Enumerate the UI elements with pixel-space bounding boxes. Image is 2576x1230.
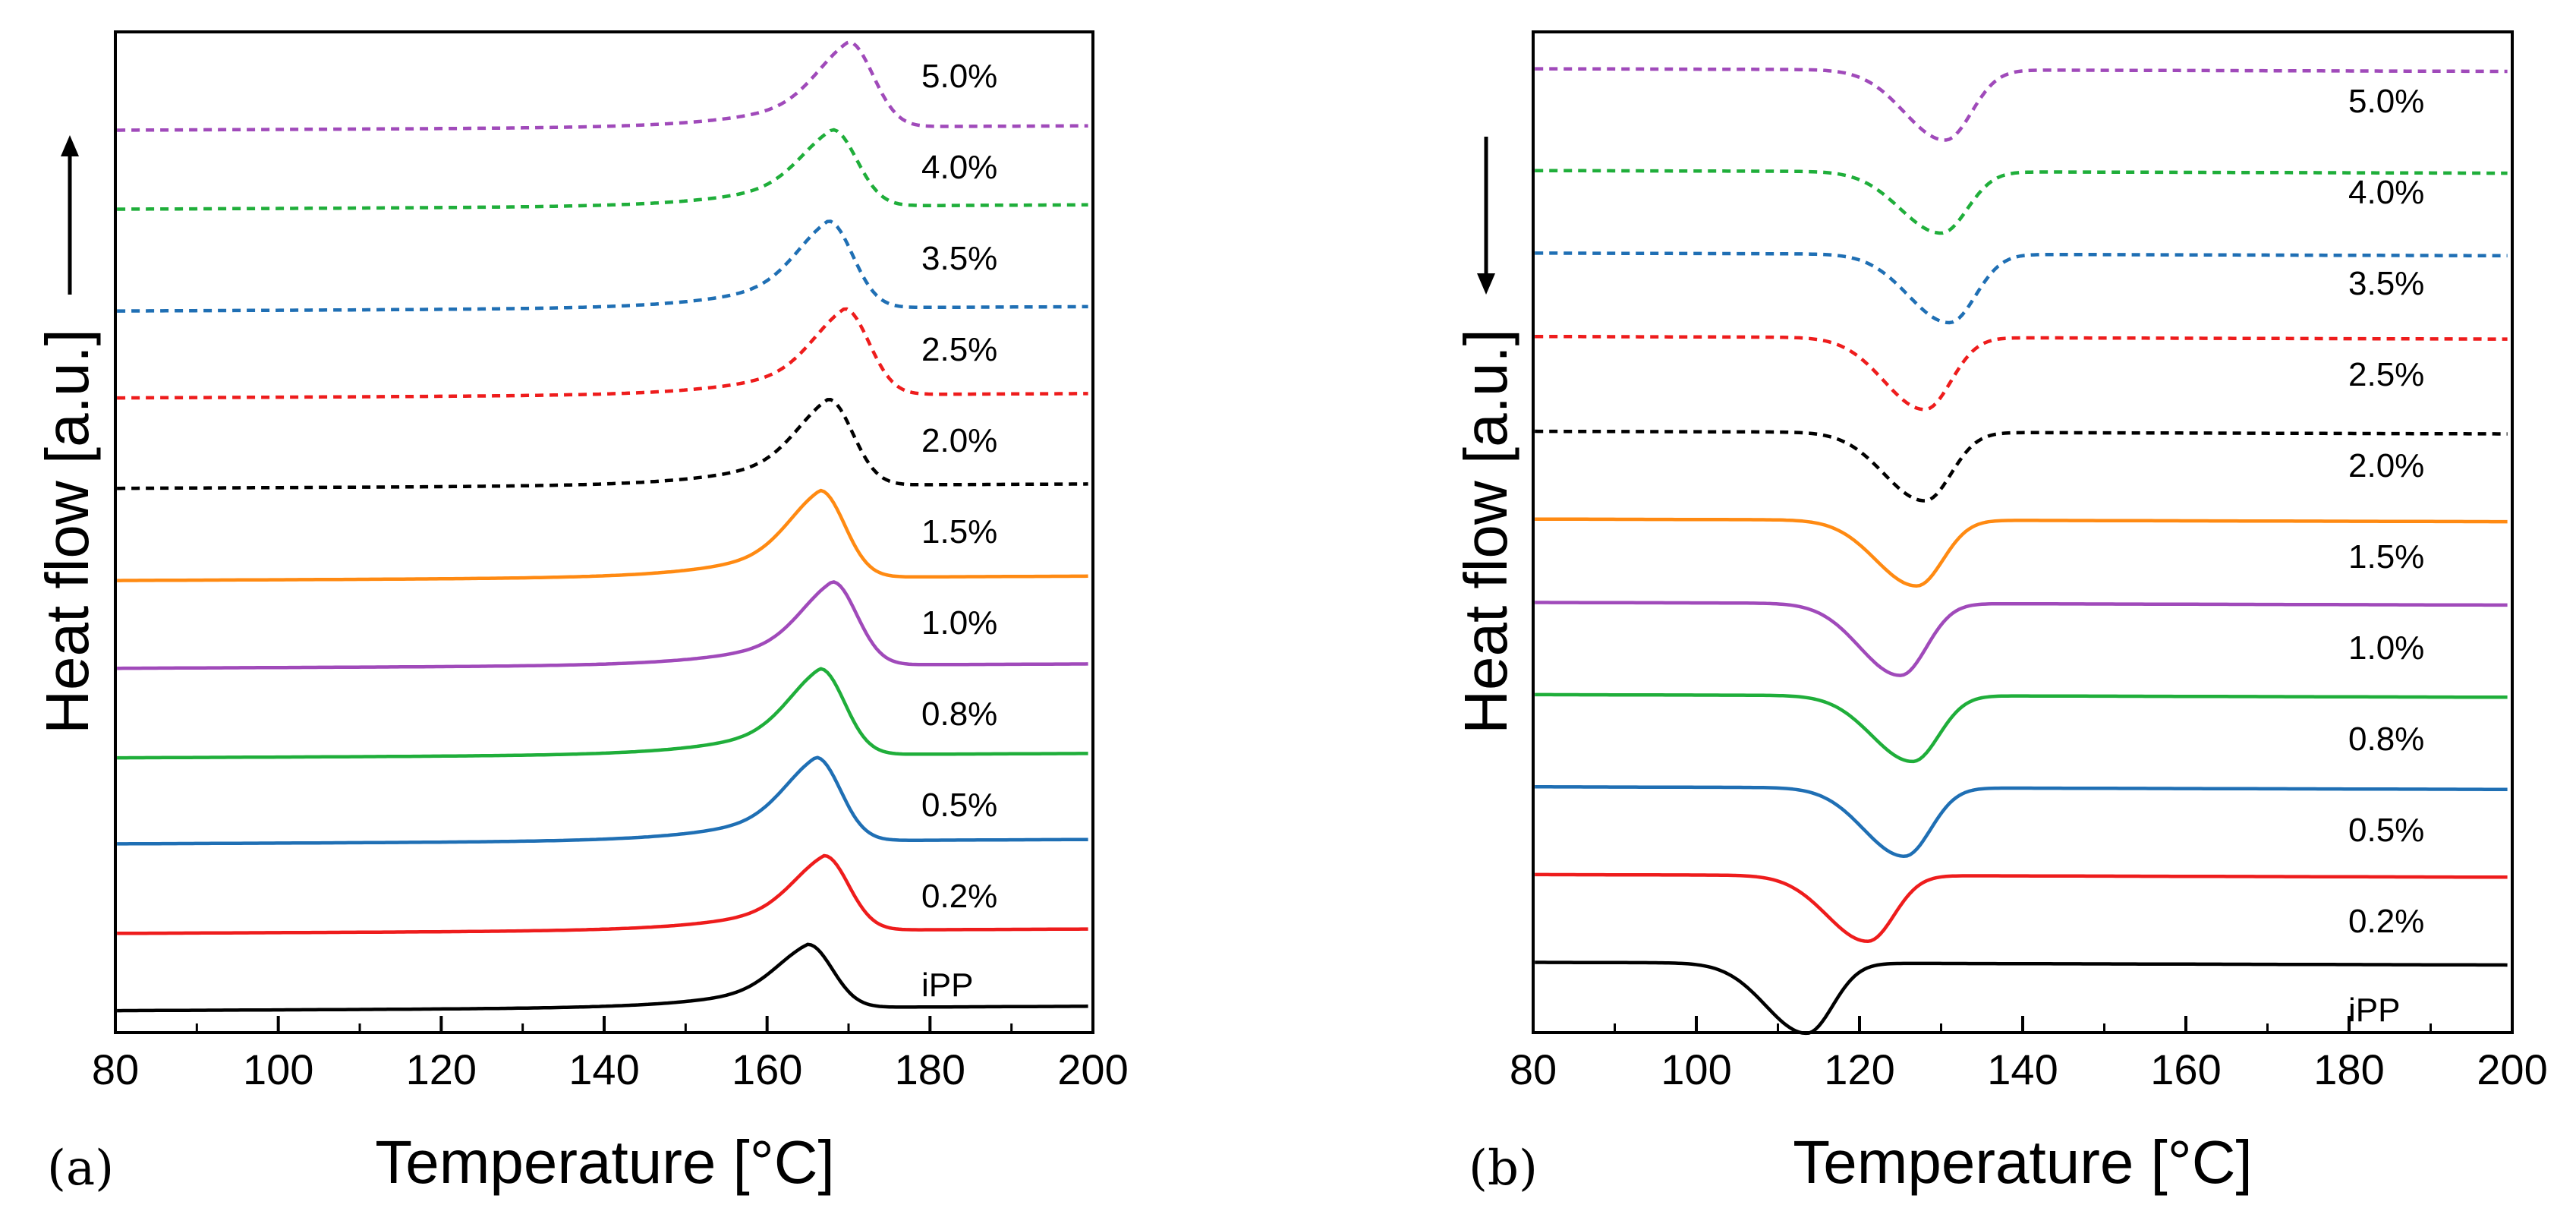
panel-a-curve-3-5 — [117, 219, 1088, 313]
panel-b-series-labels: iPP 0.2% 0.5% 0.8% 1.0% 1.5% 2.0% 2.5% 3… — [2348, 83, 2424, 1029]
panel-b-tick-label-80: 80 — [1510, 1046, 1557, 1093]
panel-b-label-2-0: 2.0% — [2348, 447, 2424, 484]
panel-a-series-labels: iPP 0.2% 0.5% 0.8% 1.0% 1.5% 2.0% 2.5% 3… — [921, 58, 997, 1004]
panel-b-curve-4-0 — [1535, 169, 2508, 235]
panel-a-curve-1-0 — [117, 580, 1088, 670]
panel-a-label-2-0: 2.0% — [921, 422, 997, 459]
panel-a-x-axis: 80 100 120 140 160 180 200 — [92, 1016, 1129, 1093]
panel-b-label-0-2: 0.2% — [2348, 903, 2424, 940]
panel-b-curve-0-2 — [1535, 872, 2508, 944]
panel-a-curve-4-0 — [117, 128, 1088, 211]
panel-a-heating-curves: 80 100 120 140 160 180 200 iPP 0.2% 0.5% 0.8% … — [33, 30, 1129, 1197]
panel-a-label-0-8: 0.8% — [921, 695, 997, 733]
panel-a-heat-flow-arrow-icon — [61, 135, 79, 295]
panel-b-label-5-0: 5.0% — [2348, 83, 2424, 120]
panel-b-label-0-8: 0.8% — [2348, 721, 2424, 758]
panel-b-label-2-5: 2.5% — [2348, 356, 2424, 393]
panel-b-x-axis: 80 100 120 140 160 180 200 — [1510, 1016, 2548, 1093]
panel-b-cooling-curves: 80 100 120 140 160 180 200 iPP 0.2% 0.5% 0.8% … — [1452, 30, 2548, 1197]
panel-a-label-3-5: 3.5% — [921, 240, 997, 277]
panel-a-tick-label-80: 80 — [92, 1046, 139, 1093]
panel-b-label-3-5: 3.5% — [2348, 265, 2424, 302]
panel-b-curve-2-0 — [1535, 429, 2508, 503]
panel-a-tick-label-100: 100 — [243, 1046, 313, 1093]
panel-a-curve-0-5 — [117, 755, 1088, 846]
panel-b-curve-1-0 — [1535, 601, 2508, 677]
panel-a-label-0-5: 0.5% — [921, 787, 997, 824]
panel-b-curve-1-5 — [1535, 517, 2508, 588]
panel-b-tick-label-180: 180 — [2313, 1046, 2384, 1093]
panel-b-label-4-0: 4.0% — [2348, 174, 2424, 211]
panel-a-label-2-5: 2.5% — [921, 331, 997, 368]
panel-a-tick-label-200: 200 — [1057, 1046, 1128, 1093]
panel-b-letter: (b) — [1469, 1140, 1538, 1197]
panel-b-tick-label-120: 120 — [1824, 1046, 1894, 1093]
panel-a-label-0-2: 0.2% — [921, 878, 997, 915]
panel-b-x-axis-title: Temperature [°C] — [1793, 1128, 2253, 1196]
panel-a-y-axis-title: Heat flow [a.u.] — [33, 329, 101, 734]
panel-b-curve-3-5 — [1535, 251, 2508, 325]
panel-a-curve-1-5 — [117, 488, 1088, 582]
panel-b-curve-0-5 — [1535, 785, 2508, 859]
panel-a-letter: (a) — [47, 1140, 114, 1197]
panel-a-tick-label-140: 140 — [568, 1046, 639, 1093]
panel-a-curve-ipp — [117, 942, 1088, 1013]
panel-b-tick-label-160: 160 — [2150, 1046, 2221, 1093]
panel-a-tick-label-160: 160 — [732, 1046, 802, 1093]
panel-b-label-1-5: 1.5% — [2348, 538, 2424, 576]
panel-a-tick-label-120: 120 — [406, 1046, 477, 1093]
panel-b-curves — [1535, 67, 2508, 1036]
panel-a-label-ipp: iPP — [921, 967, 973, 1004]
panel-b-curve-ipp — [1535, 960, 2508, 1036]
panel-a-curve-2-0 — [117, 397, 1088, 490]
panel-b-tick-label-140: 140 — [1987, 1046, 2058, 1093]
panel-a-label-5-0: 5.0% — [921, 58, 997, 95]
panel-b-tick-label-100: 100 — [1661, 1046, 1731, 1093]
panel-b-curve-5-0 — [1535, 67, 2508, 142]
panel-a-curves — [117, 39, 1088, 1013]
panel-b-heat-flow-arrow-icon — [1477, 137, 1495, 295]
panel-a-curve-0-8 — [117, 667, 1088, 760]
panel-b-label-1-0: 1.0% — [2348, 629, 2424, 667]
panel-b-tick-label-200: 200 — [2477, 1046, 2547, 1093]
panel-a-label-4-0: 4.0% — [921, 149, 997, 186]
panel-a-curve-5-0 — [117, 39, 1088, 132]
panel-a-x-axis-title: Temperature [°C] — [375, 1128, 835, 1196]
panel-a-tick-label-180: 180 — [895, 1046, 965, 1093]
panel-a-curve-0-2 — [117, 853, 1088, 935]
panel-b-label-0-5: 0.5% — [2348, 812, 2424, 849]
panel-a-curve-2-5 — [117, 307, 1088, 400]
panel-b-curve-2-5 — [1535, 334, 2508, 412]
panel-b-curve-0-8 — [1535, 692, 2508, 764]
panel-a-label-1-0: 1.0% — [921, 604, 997, 642]
panel-b-y-axis-title: Heat flow [a.u.] — [1452, 329, 1519, 734]
panel-b-label-ipp: iPP — [2348, 992, 2400, 1029]
panel-a-label-1-5: 1.5% — [921, 513, 997, 550]
